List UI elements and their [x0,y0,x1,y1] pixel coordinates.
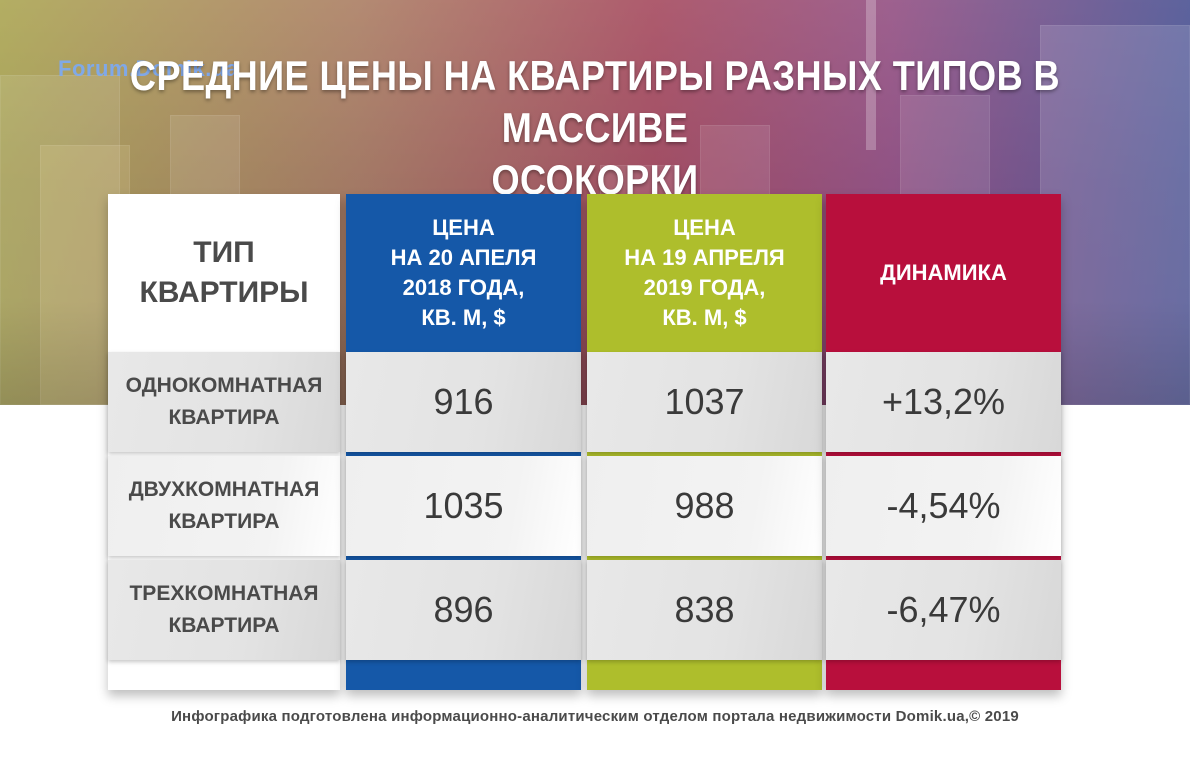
page-title: СРЕДНИЕ ЦЕНЫ НА КВАРТИРЫ РАЗНЫХ ТИПОВ В … [129,52,1061,203]
watermark-logo: Forum.Domik.ua [58,56,239,81]
building-shape [1040,25,1190,405]
column-apartment-type: ТИП КВАРТИРЫ ОДНОКОМНАТНАЯ КВАРТИРА ДВУХ… [108,194,340,690]
row-label-2: ДВУХКОМНАТНАЯ КВАРТИРА [108,456,340,556]
value: -4,54% [886,485,1001,526]
value: 896 [433,589,494,630]
cell-dynamics-row1: +13,2% [826,352,1061,452]
column-price-2019: ЦЕНА НА 19 АПРЕЛЯ 2019 ГОДА, КВ. М, $ 10… [587,194,822,690]
building-shape [0,75,120,405]
tv-tower-shape [866,0,876,150]
header-price-2018: ЦЕНА НА 20 АПЕЛЯ 2018 ГОДА, КВ. М, $ [390,215,537,330]
header-dynamics: ДИНАМИКА [880,260,1007,285]
cell-dynamics-row2: -4,54% [826,456,1061,556]
cell-price-2019-row2: 988 [587,456,822,556]
cell-dynamics-row3: -6,47% [826,560,1061,660]
cell-price-2018-row3: 896 [346,560,581,660]
value: 916 [433,381,494,422]
value: 1035 [423,485,504,526]
header-apartment-type: ТИП КВАРТИРЫ [139,236,309,309]
value: 988 [674,485,735,526]
column-price-2018: ЦЕНА НА 20 АПЕЛЯ 2018 ГОДА, КВ. М, $ 916… [346,194,581,690]
header-price-2019: ЦЕНА НА 19 АПРЕЛЯ 2019 ГОДА, КВ. М, $ [624,215,785,330]
column-dynamics: ДИНАМИКА +13,2% -4,54% -6,47% [826,194,1061,690]
value: 838 [674,589,735,630]
cell-price-2018-row2: 1035 [346,456,581,556]
value: -6,47% [886,589,1001,630]
cell-price-2019-row3: 838 [587,560,822,660]
cell-price-2018-row1: 916 [346,352,581,452]
footer-credit: Инфографика подготовлена информационно-а… [171,708,1019,725]
value: +13,2% [881,381,1006,422]
row-label-3: ТРЕХКОМНАТНАЯ КВАРТИРА [108,560,340,660]
cell-price-2019-row1: 1037 [587,352,822,452]
value: 1037 [664,381,745,422]
row-label-1: ОДНОКОМНАТНАЯ КВАРТИРА [108,352,340,452]
